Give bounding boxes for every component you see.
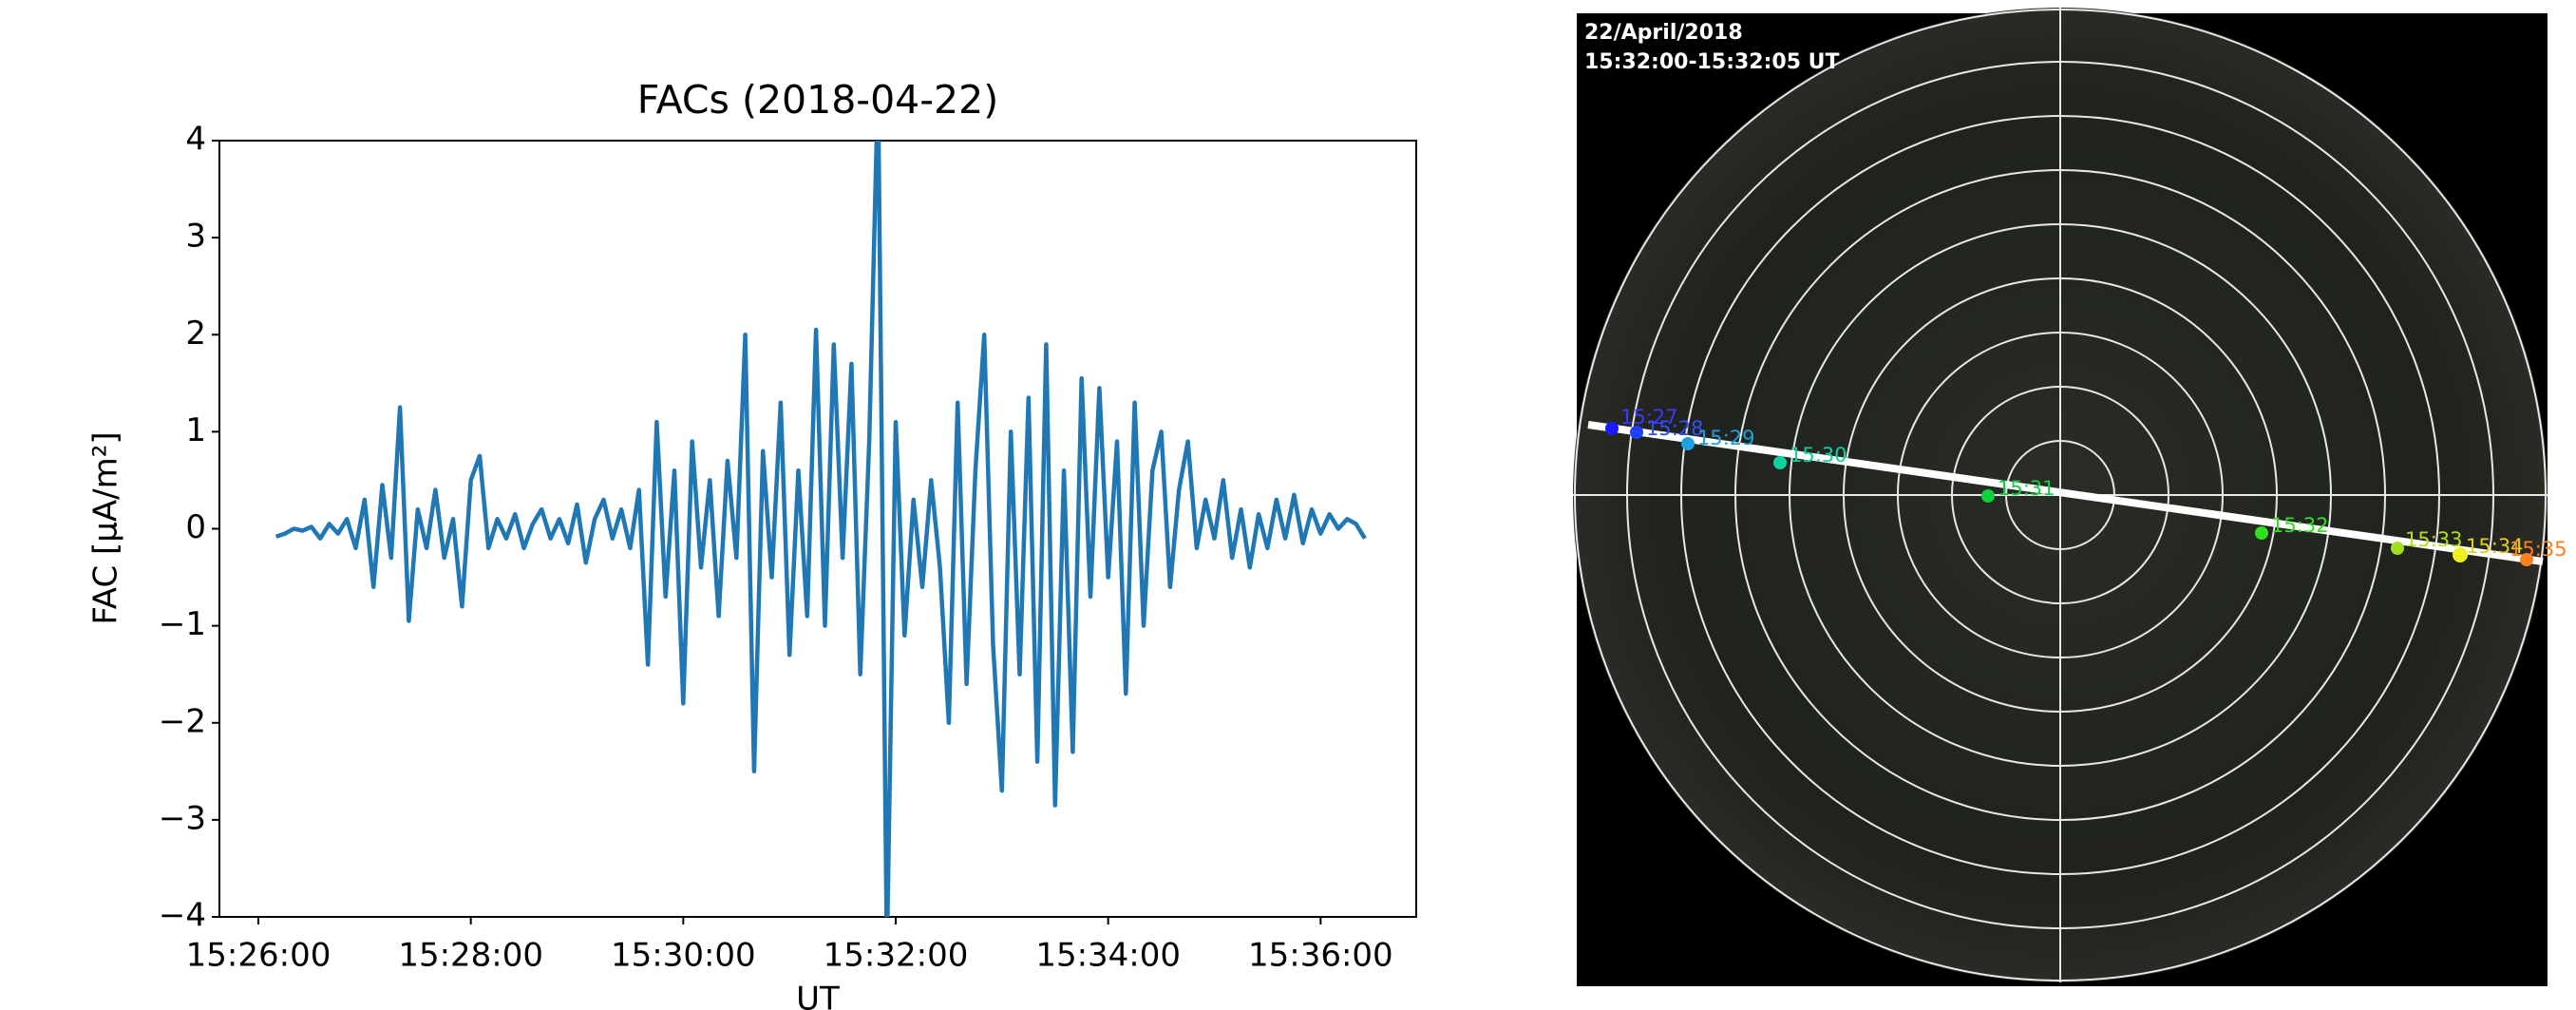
track-label: 15:28 bbox=[1646, 417, 1704, 440]
x-tick-label: 15:34:00 bbox=[1035, 937, 1181, 975]
track-marker bbox=[1681, 437, 1695, 450]
y-axis-label: FAC [μA/m²] bbox=[87, 431, 125, 624]
track-marker bbox=[1773, 456, 1787, 469]
chart-title: FACs (2018-04-22) bbox=[637, 77, 998, 123]
y-tick-label: 2 bbox=[185, 314, 206, 353]
track-marker bbox=[1981, 489, 1995, 503]
x-tick-label: 15:32:00 bbox=[824, 937, 969, 975]
y-tick-label: −3 bbox=[159, 799, 206, 837]
track-label: 15:29 bbox=[1697, 427, 1755, 449]
track-label: 15:31 bbox=[1998, 477, 2055, 500]
sky-grid bbox=[1573, 8, 2548, 982]
image-date: 22/April/2018 bbox=[1584, 21, 1743, 45]
track-marker bbox=[2520, 553, 2533, 566]
x-tick-label: 15:36:00 bbox=[1248, 937, 1393, 975]
y-tick-label: 3 bbox=[185, 218, 206, 256]
y-tick-label: −4 bbox=[159, 897, 206, 935]
track-marker bbox=[1630, 426, 1643, 439]
track-marker bbox=[1605, 422, 1619, 435]
all-sky-image: 15:27 15:28 15:29 15:30 15:31 15:32 15:3… bbox=[1573, 8, 2567, 986]
y-tick-label: 1 bbox=[185, 411, 206, 449]
y-tick-label: −1 bbox=[159, 605, 206, 643]
line-chart: FACs (2018-04-22) UT FAC [μA/m²] −4 −3 −2 −… bbox=[87, 77, 1417, 1010]
track-label: 15:35 bbox=[2510, 538, 2567, 561]
y-tick-label: 4 bbox=[185, 121, 206, 159]
track-marker bbox=[2255, 526, 2268, 540]
track-label: 15:27 bbox=[1620, 406, 1678, 429]
track-label: 15:33 bbox=[2405, 528, 2463, 551]
x-axis-label: UT bbox=[796, 981, 840, 1010]
track-label: 15:32 bbox=[2271, 514, 2329, 537]
data-line bbox=[275, 141, 1367, 917]
x-tick-label: 15:30:00 bbox=[611, 937, 756, 975]
track-marker bbox=[2453, 547, 2468, 562]
track-label: 15:34 bbox=[2466, 535, 2524, 558]
x-tick-label: 15:26:00 bbox=[186, 937, 331, 975]
track-label: 15:30 bbox=[1790, 444, 1847, 467]
satellite-track bbox=[1587, 421, 2544, 565]
y-tick-label: 0 bbox=[185, 508, 206, 546]
x-tick-label: 15:28:00 bbox=[398, 937, 543, 975]
track-marker bbox=[2391, 542, 2404, 555]
image-time: 15:32:00-15:32:05 UT bbox=[1584, 50, 1840, 74]
y-tick-label: −2 bbox=[159, 702, 206, 740]
